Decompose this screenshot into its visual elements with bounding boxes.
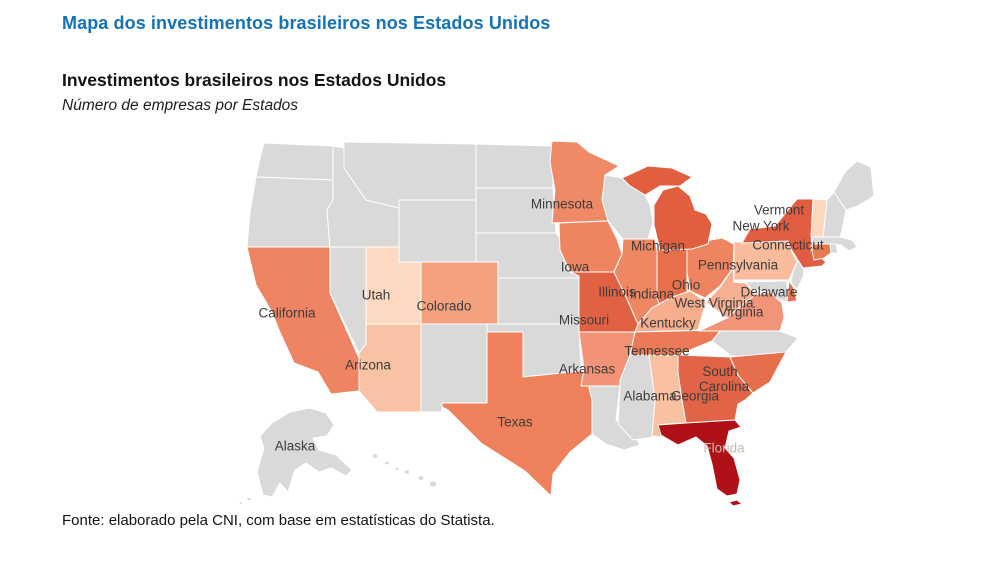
state-label-arkansas: Arkansas — [559, 362, 616, 377]
state-label-minnesota: Minnesota — [531, 197, 594, 212]
hawaii-island[interactable] — [403, 469, 411, 475]
state-label-delaware: Delaware — [740, 285, 797, 300]
state-label-alabama: Alabama — [623, 389, 677, 404]
state-texas[interactable] — [441, 331, 593, 497]
chart-subtitle: Número de empresas por Estados — [62, 97, 299, 114]
state-florida[interactable] — [657, 419, 742, 497]
state-washington[interactable] — [255, 142, 334, 181]
state-delaware[interactable] — [786, 280, 798, 303]
state-michigan-upper-peninsula[interactable] — [621, 165, 693, 196]
state-label-pennsylvania: Pennsylvania — [698, 258, 779, 273]
state-vermont[interactable] — [810, 198, 828, 238]
state-label-iowa: Iowa — [561, 260, 590, 275]
state-label-arizona: Arizona — [345, 358, 391, 373]
state-minnesota[interactable] — [549, 140, 620, 224]
state-label-west-virginia: West Virginia — [674, 296, 754, 311]
state-label-south-carolina-line1: South — [702, 364, 737, 379]
state-connecticut[interactable] — [811, 243, 832, 261]
hawaii-island[interactable] — [394, 466, 400, 472]
state-label-illinois: Illinois — [598, 285, 636, 300]
state-label-missouri: Missouri — [559, 313, 609, 328]
state-label-virginia: Virginia — [719, 305, 764, 320]
state-label-south-carolina: South Carolina — [699, 364, 750, 394]
state-label-new-york: New York — [732, 219, 789, 234]
state-label-connecticut: Connecticut — [752, 238, 824, 253]
state-label-kentucky: Kentucky — [640, 316, 696, 331]
state-arizona[interactable] — [358, 323, 422, 413]
state-west-virginia[interactable] — [705, 267, 757, 319]
hawaii-island[interactable] — [417, 475, 425, 481]
state-colorado[interactable] — [420, 261, 499, 325]
state-label-ohio: Ohio — [672, 278, 701, 293]
state-label-georgia: Georgia — [671, 389, 720, 404]
state-label-tennessee: Tennessee — [624, 344, 689, 359]
state-label-south-carolina-line2: Carolina — [699, 379, 750, 394]
article-link-title[interactable]: Mapa dos investimentos brasileiros nos E… — [62, 13, 551, 33]
state-label-california: California — [258, 306, 316, 321]
state-label-florida: Florida — [703, 441, 745, 456]
state-label-texas: Texas — [497, 415, 533, 430]
alaska-aleutian-island — [246, 496, 252, 502]
hawaii-island[interactable] — [384, 460, 390, 466]
source-note: Fonte: elaborado pela CNI, com base em e… — [62, 512, 495, 529]
hawaii-island[interactable] — [428, 480, 438, 488]
state-label-utah: Utah — [362, 288, 391, 303]
state-wyoming[interactable] — [398, 199, 477, 263]
state-michigan[interactable] — [653, 185, 713, 251]
state-maine[interactable] — [833, 160, 875, 211]
state-florida-keys — [728, 499, 743, 507]
state-oregon[interactable] — [246, 176, 334, 248]
state-label-indiana: Indiana — [630, 287, 675, 302]
state-california[interactable] — [246, 246, 360, 395]
alaska-aleutian-island — [238, 501, 244, 505]
state-north-dakota[interactable] — [475, 143, 554, 189]
state-south-carolina[interactable] — [729, 351, 787, 394]
hawaii-island[interactable] — [371, 453, 379, 459]
state-label-vermont: Vermont — [754, 203, 805, 218]
state-label-colorado: Colorado — [417, 299, 472, 314]
state-label-alaska: Alaska — [275, 439, 316, 454]
chart-title: Investimentos brasileiros nos Estados Un… — [62, 70, 447, 90]
state-new-mexico[interactable] — [420, 323, 488, 413]
state-alaska[interactable] — [256, 407, 353, 498]
state-label-michigan: Michigan — [631, 239, 685, 254]
